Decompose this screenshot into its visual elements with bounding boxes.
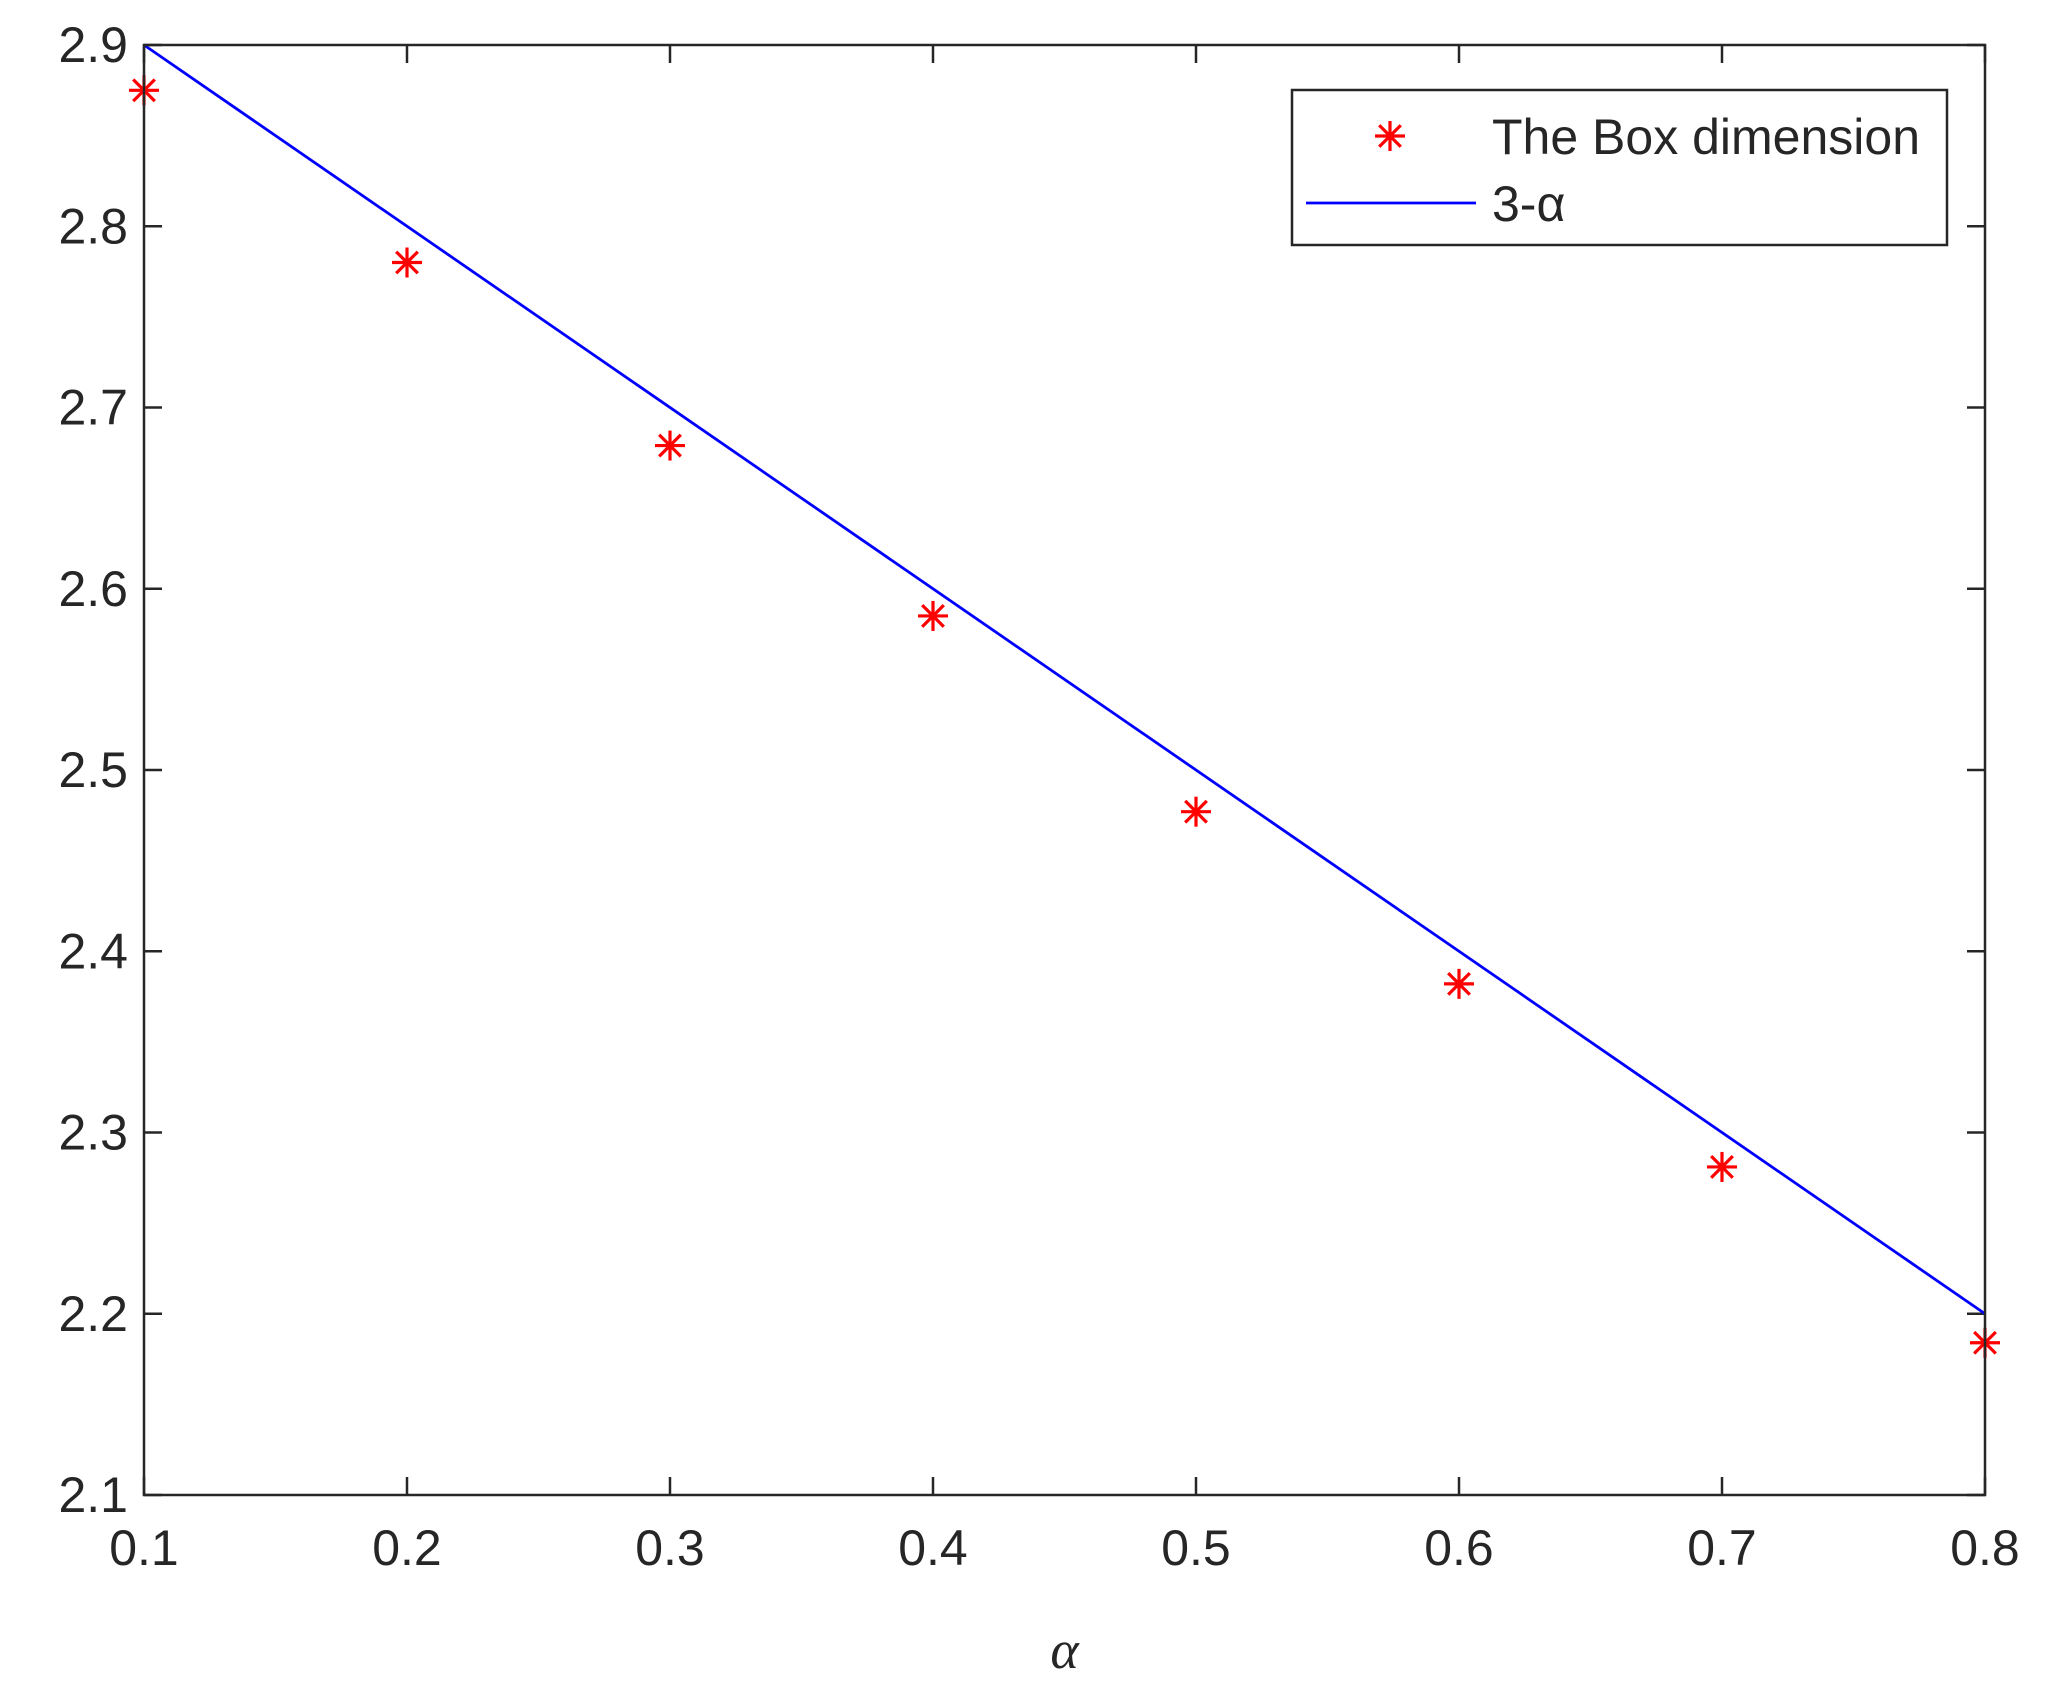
y-tick-label: 2.1 [58,1467,128,1523]
x-tick-label: 0.4 [898,1520,968,1576]
y-tick-label: 2.8 [58,198,128,254]
y-tick-label: 2.9 [58,17,128,73]
plot-series [129,43,2000,1358]
axis-ticks: 0.1 0.2 0.3 0.4 0.5 0.6 0.7 0.8 2.1 2.2 2.3 2.4 2.5 2… [58,17,2019,1576]
data-point [1707,1151,1737,1182]
y-tick-label: 2.5 [58,742,128,798]
data-point [918,600,948,631]
y-tick-label: 2.4 [58,923,128,979]
x-axis-label: α [1050,1620,1080,1680]
series-line-3-alpha [143,43,1986,1315]
x-tick-label: 0.3 [635,1520,705,1576]
y-tick-label: 2.7 [58,380,128,436]
x-tick-label: 0.6 [1424,1520,1494,1576]
y-tick-label: 2.6 [58,561,128,617]
data-point [1181,796,1211,827]
data-point [655,430,685,461]
y-tick-label: 2.3 [58,1105,128,1161]
x-tick-label: 0.8 [1950,1520,2020,1576]
x-tick-label: 0.5 [1161,1520,1231,1576]
x-tick-label: 0.1 [109,1520,179,1576]
x-tick-label: 0.7 [1687,1520,1757,1576]
axes-box [142,43,1987,1497]
legend-label-3-alpha: 3-α [1492,176,1565,232]
x-tick-label: 0.2 [372,1520,442,1576]
y-tick-label: 2.2 [58,1286,128,1342]
legend-marker-box-dimension [1375,121,1405,151]
data-point [1444,968,1474,999]
legend-label-box-dimension: The Box dimension [1492,109,1920,165]
legend-box [1290,88,1949,247]
legend-asterisk [1375,121,1405,151]
legend: The Box dimension 3-α [1290,88,1949,247]
data-point [392,247,422,278]
